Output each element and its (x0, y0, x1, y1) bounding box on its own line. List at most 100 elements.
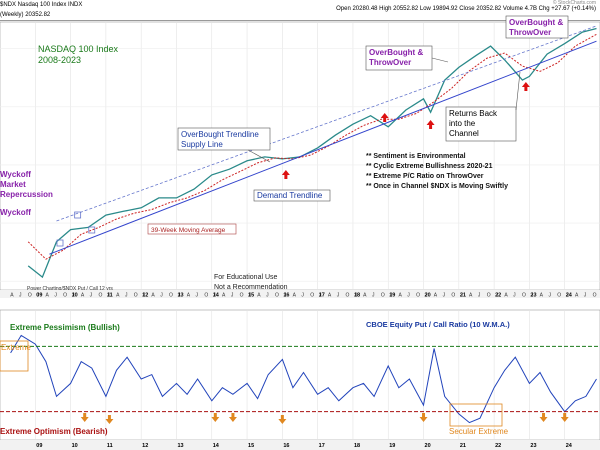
overbought-box (365, 45, 433, 71)
quote-line: Open 20280.48 High 20552.82 Low 19894.92… (336, 6, 596, 12)
main-title: NASDAQ 100 Index (38, 44, 119, 54)
month-tick-label: J (372, 293, 375, 299)
annotations: NASDAQ 100 Index2008-2023WyckoffMarketRe… (0, 15, 569, 436)
supply-line-pointer (247, 149, 271, 163)
month-tick-label: J (337, 293, 340, 299)
returns-back-label-line: Channel (449, 129, 479, 138)
year-tick-label-bottom: 14 (213, 443, 220, 449)
wyckoff-repercussion-label-line: Repercussion (0, 190, 53, 199)
supply-line-box (177, 127, 271, 151)
year-tick-label-bottom: 17 (319, 443, 325, 449)
month-tick-label: J (443, 293, 446, 299)
month-tick-label: J (478, 293, 481, 299)
month-tick-label: J (319, 293, 322, 299)
month-tick-label: J (196, 293, 199, 299)
month-tick-label: J (460, 293, 463, 299)
supply-line-label-line: OverBought Trendline (181, 130, 259, 139)
month-tick-label: J (548, 293, 551, 299)
ma-label-box (147, 223, 237, 235)
month-tick-label: O (451, 293, 455, 299)
overbought-throwover-label: OverBought &ThrowOver (369, 48, 423, 67)
year-tick-label: 11 (107, 293, 113, 299)
year-tick-label: 21 (460, 293, 466, 299)
month-tick-label: O (240, 293, 244, 299)
overbought-throwover-label-2-line: OverBought & (509, 18, 563, 27)
year-tick-label: 22 (495, 293, 501, 299)
month-tick-label: J (266, 293, 269, 299)
month-tick-label: O (275, 293, 279, 299)
year-tick-label: 24 (566, 293, 573, 299)
orange-down-arrow (105, 415, 114, 424)
returns-back-label-line: into the (449, 119, 476, 128)
month-tick-label: O (593, 293, 597, 299)
month-tick-label: J (107, 293, 110, 299)
series (10, 27, 597, 424)
month-tick-label: A (504, 293, 508, 299)
month-tick-label: J (125, 293, 128, 299)
wyckoff-repercussion-label-line: Wyckoff (0, 170, 31, 179)
year-tick-label-bottom: 18 (354, 443, 360, 449)
orange-down-arrow (80, 413, 89, 422)
ma-label: 39-Week Moving Average (151, 227, 226, 234)
orange-down-arrow (560, 413, 569, 422)
supply-trendline (56, 25, 597, 222)
overbought-throwover-label-line: ThrowOver (369, 58, 411, 67)
subtitle-label: (Weekly) 20352.82 (0, 12, 51, 18)
educational-label-line: For Educational Use (214, 274, 278, 281)
demand-line-label: Demand Trendline (257, 191, 323, 200)
month-tick-label: O (204, 293, 208, 299)
year-tick-label-bottom: 11 (107, 443, 113, 449)
symbol-label: $NDX Nasdaq 100 Index INDX (0, 2, 83, 8)
year-tick-label-bottom: 12 (142, 443, 148, 449)
month-tick-label: O (416, 293, 420, 299)
demand-trendline (49, 40, 597, 255)
month-tick-label: J (566, 293, 569, 299)
month-tick-label: J (425, 293, 428, 299)
month-tick-label: A (116, 293, 120, 299)
extreme-left-box (0, 340, 29, 372)
month-tick-label: J (178, 293, 181, 299)
month-tick-label: A (575, 293, 579, 299)
year-tick-label-bottom: 20 (425, 443, 431, 449)
year-tick-label: 18 (354, 293, 360, 299)
year-tick-label: 20 (425, 293, 431, 299)
demand-line-box (253, 189, 331, 202)
month-tick-label: A (257, 293, 261, 299)
educational-label: For Educational Use Not a Recommendation (214, 274, 288, 291)
pc-panel (0, 309, 600, 441)
month-tick-label: A (151, 293, 155, 299)
note-line: ** Sentiment is Environmental (366, 153, 466, 160)
month-tick-label: J (513, 293, 516, 299)
month-tick-label: A (434, 293, 438, 299)
overbought-throwover-label-2-line: ThrowOver (509, 28, 551, 37)
note-line: ** Once in Channel $NDX is Moving Swiftl… (366, 183, 508, 190)
ma-series-line (27, 33, 597, 260)
month-tick-label: A (540, 293, 544, 299)
educational-label-line: Not a Recommendation (214, 284, 288, 291)
year-tick-label-bottom: 21 (460, 443, 466, 449)
month-tick-label: J (19, 293, 22, 299)
month-tick-label: O (346, 293, 350, 299)
marks: NASDAQ 100 Index2008-2023WyckoffMarketRe… (0, 15, 600, 436)
year-tick-label-bottom: 24 (566, 443, 573, 449)
returns-back-box (445, 106, 517, 142)
extreme-left-label: Extreme (1, 343, 31, 352)
wyckoff-label: Wyckoff (0, 208, 31, 217)
extreme-optimism-label: Extreme Optimism (Bearish) (0, 427, 108, 436)
x-axis-band (0, 290, 600, 298)
supply-line-label-line: Supply Line (181, 140, 223, 149)
year-tick-label-bottom: 10 (72, 443, 78, 449)
month-tick-label: A (398, 293, 402, 299)
month-tick-label: J (301, 293, 304, 299)
orange-down-arrow (419, 413, 428, 422)
month-tick-label: J (72, 293, 75, 299)
power-charting-label: Power Charting/$NDX Put / Call 12 yrs (27, 286, 113, 292)
x-axis-band-bottom (0, 440, 600, 450)
touch-marker (56, 239, 64, 247)
month-tick-label: O (557, 293, 561, 299)
touch-marker (74, 211, 82, 219)
month-tick-label: J (90, 293, 93, 299)
chart-header: $NDX Nasdaq 100 Index INDX (Weekly) 2035… (0, 0, 600, 21)
